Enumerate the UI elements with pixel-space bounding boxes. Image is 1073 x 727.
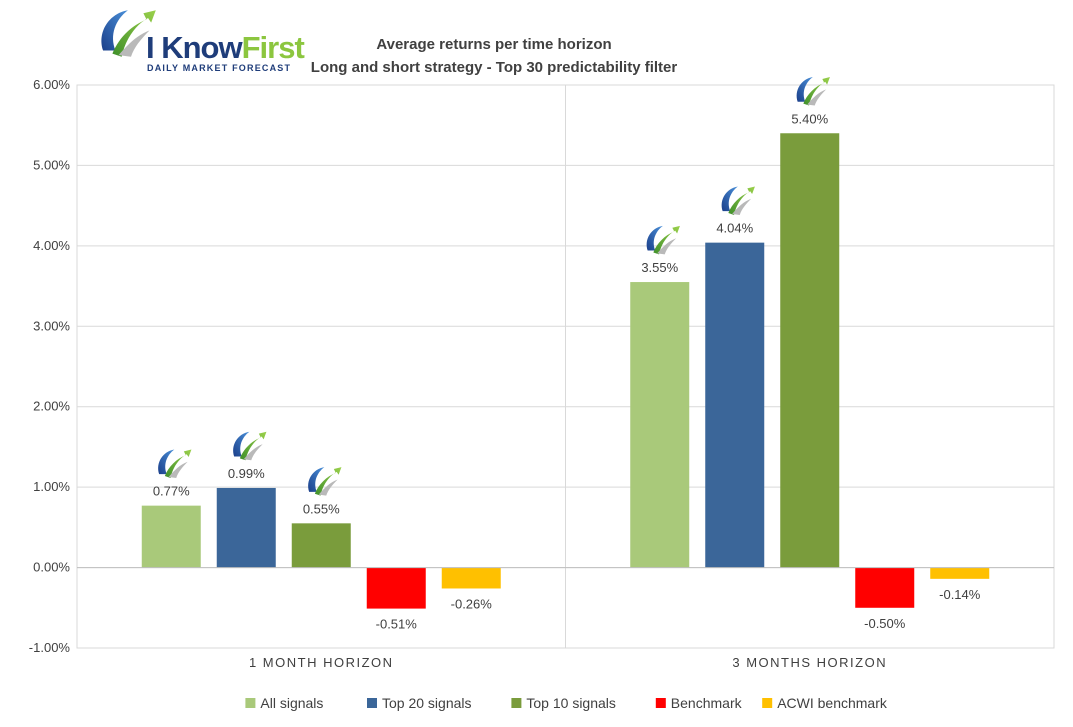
legend-swatch xyxy=(245,698,256,708)
legend: All signals Top 20 signals Top 10 signals B… xyxy=(245,695,888,711)
legend-item-acwi-benchmark: ACWI benchmark xyxy=(762,695,888,711)
data-label: -0.50% xyxy=(864,616,906,631)
i-know-first-logo-icon xyxy=(233,431,267,461)
legend-swatch xyxy=(367,698,377,708)
legend-label: Top 10 signals xyxy=(526,695,616,711)
legend-label: ACWI benchmark xyxy=(777,695,888,711)
bar-all-signals xyxy=(630,282,690,568)
data-label: -0.26% xyxy=(451,596,493,611)
data-labels: 0.77% 0.99% 0.55% -0.51% -0.26% 3.55% 4.04% 5.4… xyxy=(153,111,981,631)
logo-text-main: I Know xyxy=(146,30,243,65)
legend-swatch xyxy=(762,698,773,708)
legend-label: All signals xyxy=(260,695,323,711)
data-label: -0.51% xyxy=(376,617,418,632)
legend-label: Top 20 signals xyxy=(382,695,472,711)
bar-benchmark xyxy=(855,567,915,608)
logo-text: I KnowFirst xyxy=(146,30,304,65)
legend-item-benchmark: Benchmark xyxy=(655,695,743,711)
bar-all-signals xyxy=(141,505,201,568)
bar-top-20-signals xyxy=(705,242,765,568)
y-tick-label: 3.00% xyxy=(33,318,70,333)
bar-acwi-benchmark xyxy=(930,567,990,579)
bar-acwi-benchmark xyxy=(441,567,501,589)
bar-top-10-signals xyxy=(291,523,351,568)
data-label: 0.55% xyxy=(303,501,340,516)
category-label: 1 MONTH HORIZON xyxy=(249,655,394,670)
y-axis-ticks: -1.00% 0.00% 1.00% 2.00% 3.00% 4.00% 5.00% 6.00… xyxy=(29,77,71,655)
y-tick-label: 1.00% xyxy=(33,479,70,494)
y-tick-label: -1.00% xyxy=(29,640,71,655)
i-know-first-logo-icon xyxy=(796,77,830,106)
i-know-first-logo-icon xyxy=(646,225,680,255)
data-label: -0.14% xyxy=(939,587,981,602)
logo-text-accent: First xyxy=(242,30,305,65)
data-label: 0.77% xyxy=(153,484,190,499)
i-know-first-logo-icon xyxy=(308,467,342,496)
data-label: 4.04% xyxy=(716,221,753,236)
i-know-first-logo-icon xyxy=(721,186,755,215)
legend-item-top-10-signals: Top 10 signals xyxy=(511,695,616,711)
y-tick-label: 5.00% xyxy=(33,157,70,172)
legend-label: Benchmark xyxy=(671,695,743,711)
legend-item-all-signals: All signals xyxy=(245,695,323,711)
y-tick-label: 6.00% xyxy=(33,77,70,92)
category-label: 3 MONTHS HORIZON xyxy=(732,655,887,670)
logo: I KnowFirst Daily Market Forecast xyxy=(101,10,305,73)
logo-tagline: Daily Market Forecast xyxy=(147,63,291,73)
legend-swatch xyxy=(511,698,522,708)
legend-item-top-20-signals: Top 20 signals xyxy=(367,695,472,711)
chart-title: Average returns per time horizon xyxy=(376,36,611,53)
data-label: 5.40% xyxy=(791,111,828,126)
legend-swatch xyxy=(655,698,666,708)
y-tick-label: 4.00% xyxy=(33,238,70,253)
y-tick-label: 2.00% xyxy=(33,399,70,414)
x-axis-categories: 1 MONTH HORIZON 3 MONTHS HORIZON xyxy=(249,655,887,670)
chart-subtitle: Long and short strategy - Top 30 predict… xyxy=(311,59,678,76)
bar-top-20-signals xyxy=(216,487,276,568)
bar-benchmark xyxy=(366,567,426,609)
bars xyxy=(141,133,990,609)
y-tick-label: 0.00% xyxy=(33,560,70,575)
bar-top-10-signals xyxy=(780,133,840,568)
data-label: 0.99% xyxy=(228,466,265,481)
data-label: 3.55% xyxy=(641,260,678,275)
i-know-first-logo-icon xyxy=(158,449,192,478)
